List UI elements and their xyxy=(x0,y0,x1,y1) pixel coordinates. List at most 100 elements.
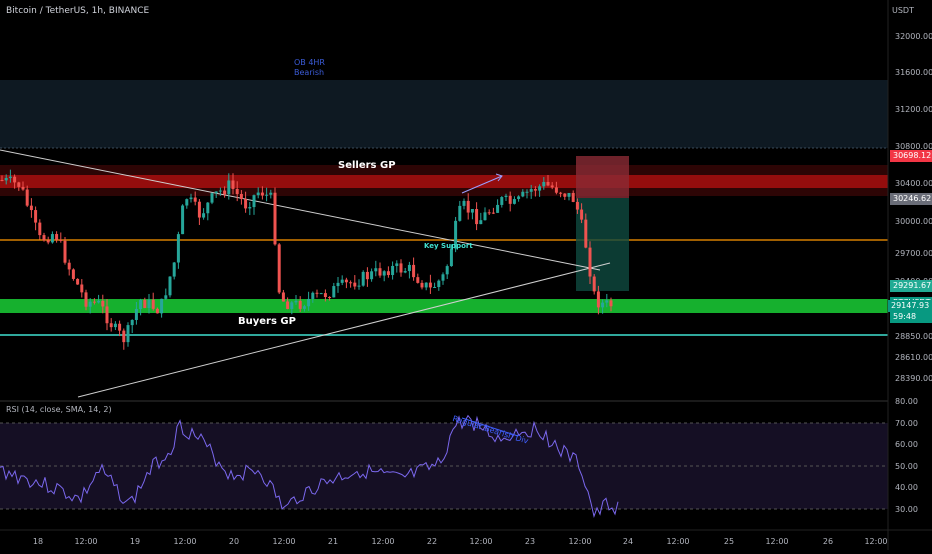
time-tick: 18 xyxy=(32,537,44,546)
candle-body xyxy=(546,181,550,186)
time-tick: 12:00 xyxy=(765,537,789,546)
candle-body xyxy=(227,180,231,195)
stop-zone xyxy=(576,156,629,198)
candle-body xyxy=(92,301,96,303)
candle-body xyxy=(122,330,126,343)
candle-body xyxy=(202,213,206,218)
candle-body xyxy=(454,220,458,249)
candle-body xyxy=(290,302,294,309)
candle-body xyxy=(101,300,105,307)
candle-body xyxy=(370,271,374,280)
candle-body xyxy=(567,192,571,197)
candle-body xyxy=(403,271,407,273)
candle-body xyxy=(416,277,420,283)
candle-body xyxy=(130,319,134,326)
candle-body xyxy=(105,306,109,324)
rsi-line xyxy=(0,414,619,518)
candle-body xyxy=(323,293,327,298)
candle-body xyxy=(470,209,474,213)
candle-body xyxy=(512,199,516,204)
candle-body xyxy=(407,264,411,272)
candle-body xyxy=(118,323,122,331)
candle-body xyxy=(197,201,201,218)
price-tick: 32000.00 xyxy=(895,32,932,41)
candle-body xyxy=(508,195,512,204)
candle-body xyxy=(76,278,80,285)
candle-body xyxy=(214,191,218,194)
candle-body xyxy=(374,268,378,272)
arrow-head xyxy=(495,173,503,182)
candle-body xyxy=(126,325,130,343)
stop-price-tag: 30698.12 xyxy=(890,150,932,162)
ob-label-2: Bearish xyxy=(294,68,325,77)
candle-body xyxy=(13,176,17,183)
candle-body xyxy=(260,192,264,196)
candle-body xyxy=(206,202,210,214)
candle-body xyxy=(235,188,239,195)
candle-body xyxy=(4,177,8,181)
candle-body xyxy=(88,301,92,307)
chart-title: Bitcoin / TetherUS, 1h, BINANCE xyxy=(6,6,150,16)
candle-body xyxy=(391,265,395,276)
candle-body xyxy=(21,186,25,190)
candle-body xyxy=(399,263,403,273)
candle-body xyxy=(256,192,260,196)
candle-body xyxy=(34,210,38,223)
candle-body xyxy=(17,182,21,187)
candle-body xyxy=(311,292,315,299)
candle-body xyxy=(84,292,88,307)
candle-body xyxy=(185,199,189,206)
candle-body xyxy=(168,276,172,296)
candle-body xyxy=(160,298,164,314)
time-tick: 21 xyxy=(327,537,339,546)
time-tick: 12:00 xyxy=(568,537,592,546)
candle-body xyxy=(67,262,71,270)
candle-body xyxy=(294,300,298,303)
candle-body xyxy=(269,192,273,195)
candle-body xyxy=(307,298,311,307)
time-tick: 19 xyxy=(129,537,141,546)
candle-body xyxy=(315,292,319,294)
rsi-label: RSI (14, close, SMA, 14, 2) xyxy=(6,405,112,414)
candle-body xyxy=(500,197,504,205)
candle-body xyxy=(218,190,222,192)
arrow-line xyxy=(461,175,503,194)
candle-body xyxy=(517,196,521,200)
candle-body xyxy=(601,302,605,308)
last-price-tag: 29147.93 xyxy=(888,300,932,312)
candle-body xyxy=(491,212,495,214)
candle-body xyxy=(428,282,432,288)
candle-body xyxy=(176,234,180,263)
candle-body xyxy=(210,193,214,203)
candle-body xyxy=(134,308,138,320)
candle-body xyxy=(8,176,12,178)
candle-body xyxy=(382,271,386,276)
candle-body xyxy=(252,195,256,208)
candle-body xyxy=(340,279,344,283)
candle-body xyxy=(563,193,567,197)
price-tick: 30400.00 xyxy=(895,179,932,188)
candle-body xyxy=(265,194,269,196)
target-price-tag: 29291.67 xyxy=(890,280,932,292)
candle-body xyxy=(584,219,588,248)
candle-body xyxy=(155,308,159,314)
candle-body xyxy=(109,323,113,328)
candle-body xyxy=(449,248,453,267)
candle-body xyxy=(433,286,437,288)
time-tick: 12:00 xyxy=(74,537,98,546)
candle-body xyxy=(281,292,285,302)
candle-body xyxy=(361,271,365,286)
candle-body xyxy=(365,271,369,280)
entry-price-tag: 30246.62 xyxy=(890,193,932,205)
price-tick: 31600.00 xyxy=(895,68,932,77)
candle-body xyxy=(80,284,84,293)
candle-body xyxy=(496,204,500,213)
candle-body xyxy=(487,212,491,214)
candle-body xyxy=(353,282,357,287)
ob-label-1: OB 4HR xyxy=(294,58,325,67)
time-tick: 26 xyxy=(822,537,834,546)
candle-body xyxy=(189,197,193,200)
countdown-tag: 59:48 xyxy=(890,311,932,323)
